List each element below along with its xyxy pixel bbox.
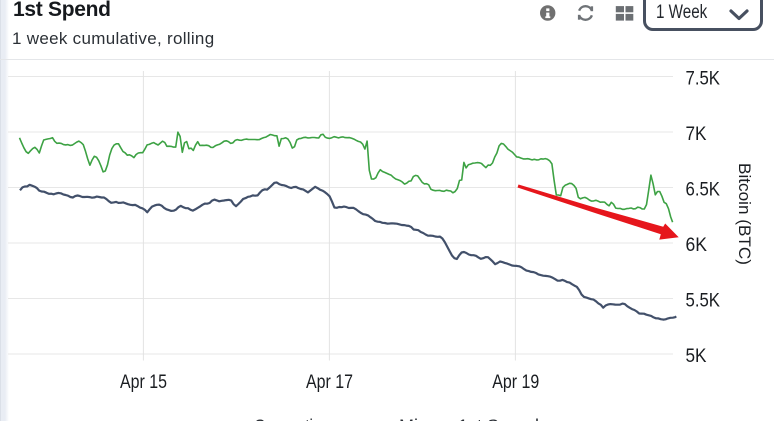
svg-text:7.5K: 7.5K (686, 68, 721, 89)
svg-text:Apr 15: Apr 15 (120, 372, 167, 393)
svg-text:6.5K: 6.5K (686, 179, 721, 200)
svg-text:Generation: Generation (254, 416, 330, 421)
svg-text:7K: 7K (686, 124, 707, 145)
svg-text:Apr 17: Apr 17 (306, 372, 353, 393)
svg-text:5K: 5K (686, 346, 707, 367)
svg-text:Miners 1st Spend: Miners 1st Spend (399, 416, 539, 421)
svg-text:Bitcoin (BTC): Bitcoin (BTC) (735, 163, 754, 265)
svg-text:5.5K: 5.5K (686, 290, 721, 311)
svg-text:Apr 19: Apr 19 (492, 372, 539, 393)
svg-text:6K: 6K (686, 235, 708, 256)
